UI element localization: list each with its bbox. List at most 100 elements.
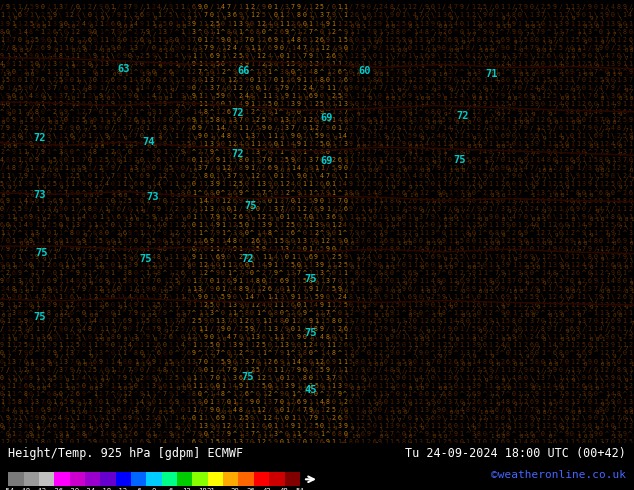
Text: 7: 7 [583,297,587,302]
Text: 0: 0 [543,169,547,173]
Text: 3: 3 [192,359,196,365]
Text: \: \ [171,209,174,214]
Text: 0: 0 [566,289,569,294]
Text: \: \ [595,185,598,190]
Text: 2: 2 [471,12,475,19]
Text: \: \ [427,394,430,399]
Text: 1: 1 [134,109,138,115]
Text: 1: 1 [93,197,97,203]
Text: \: \ [450,209,453,214]
Text: 2: 2 [221,109,225,115]
Text: 4: 4 [605,53,609,59]
Text: 0: 0 [48,193,52,197]
Text: 7: 7 [176,249,180,254]
Text: 7: 7 [421,32,424,37]
Text: 8: 8 [599,157,603,163]
Text: 0: 0 [454,326,458,332]
Text: 1: 1 [314,270,318,276]
Text: /: / [200,354,203,359]
Text: 0: 0 [392,72,395,77]
Text: 1: 1 [291,45,295,50]
Text: 1: 1 [116,350,120,357]
Text: \: \ [95,233,98,238]
Text: /: / [484,32,488,37]
Text: 9: 9 [427,402,430,407]
Text: /: / [2,442,6,447]
Text: 7: 7 [204,407,207,413]
Text: 1: 1 [35,262,39,268]
Text: 9: 9 [20,64,23,69]
Text: \: \ [77,321,81,326]
Text: /: / [484,394,488,399]
Text: \: \ [194,402,197,407]
Text: /: / [35,85,39,91]
Text: 2: 2 [174,326,179,332]
Text: 1: 1 [87,166,91,171]
Text: 0: 0 [392,434,395,439]
Text: /: / [136,402,139,407]
Text: 1: 1 [442,181,446,188]
Text: 1: 1 [500,149,504,155]
Text: 8: 8 [83,217,87,222]
Text: ^: ^ [430,350,434,357]
Text: 9: 9 [548,40,552,45]
Text: /: / [473,225,477,230]
Text: 7: 7 [390,431,394,437]
Text: 1: 1 [174,391,179,397]
Text: 9: 9 [269,185,273,190]
Text: 8: 8 [616,4,621,10]
Text: /: / [287,136,290,141]
Text: \: \ [374,160,378,166]
Text: 9: 9 [58,431,62,437]
Text: 7: 7 [153,345,157,350]
Text: \: \ [153,369,157,375]
Text: 1: 1 [623,302,626,308]
Text: /: / [467,257,470,262]
Text: 8: 8 [66,289,69,294]
Text: 3: 3 [349,125,353,131]
Text: 7: 7 [171,345,174,350]
Text: 1: 1 [130,120,133,125]
Text: 9: 9 [293,88,296,93]
Text: 0: 0 [590,265,593,270]
Text: 8: 8 [101,362,104,367]
Text: \: \ [235,321,238,326]
Text: /: / [112,418,116,423]
Text: 3: 3 [302,238,306,244]
Text: 1: 1 [337,439,341,445]
Text: 0: 0 [524,375,527,381]
Text: 4: 4 [512,375,516,381]
Text: 0: 0 [320,93,324,99]
Text: 8: 8 [176,338,180,343]
Text: 0: 0 [70,439,74,445]
Text: 9: 9 [250,350,254,357]
Text: 1: 1 [601,193,604,197]
Text: \: \ [163,93,167,99]
Text: 7: 7 [368,104,372,109]
Text: 0: 0 [287,145,290,149]
Text: /: / [217,273,221,278]
Text: /: / [351,88,354,93]
Text: 1: 1 [482,350,487,357]
Text: /: / [355,206,359,212]
Text: \: \ [205,442,209,447]
Text: 1: 1 [430,197,434,203]
Text: 2: 2 [238,85,242,91]
Text: 0: 0 [611,423,615,429]
Text: 9: 9 [145,28,150,35]
Text: 7: 7 [398,418,401,423]
Text: 0: 0 [11,254,16,260]
Text: 6: 6 [320,181,324,188]
Text: /: / [456,442,459,447]
Text: ^: ^ [384,190,388,196]
Text: 7: 7 [444,297,448,302]
Text: 5: 5 [29,61,33,67]
Text: /: / [454,407,458,413]
Text: \: \ [77,88,81,93]
Text: 5: 5 [482,278,487,284]
Text: /: / [316,442,320,447]
Text: ^: ^ [302,109,306,115]
Text: 1: 1 [256,310,260,316]
Text: 0: 0 [293,265,296,270]
Text: \: \ [560,329,564,335]
